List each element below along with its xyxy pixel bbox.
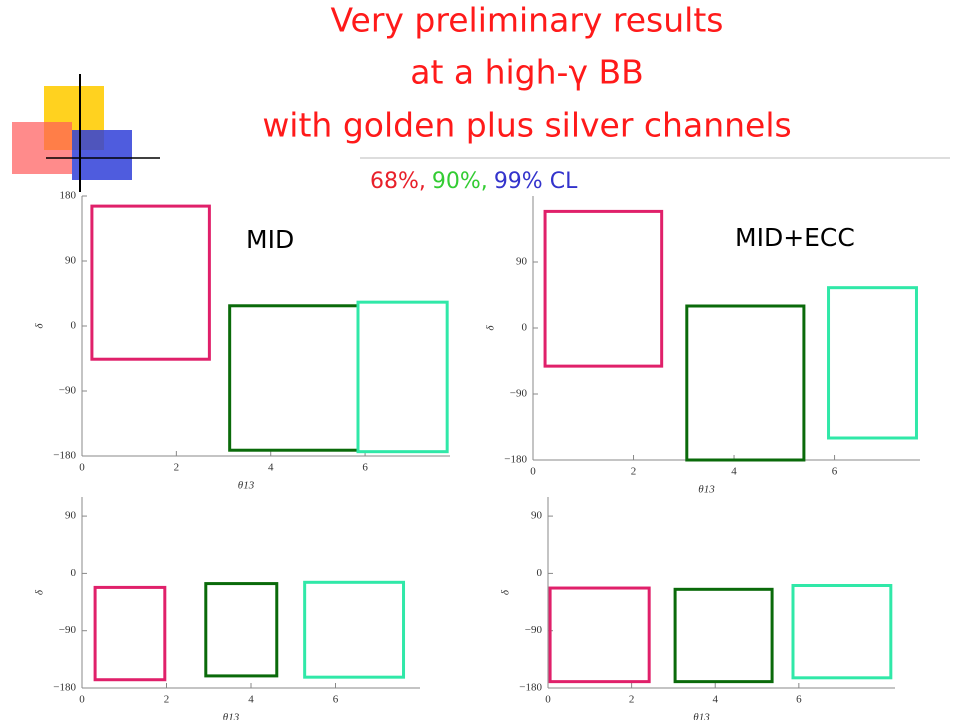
y-tick-label: 0 — [71, 567, 77, 579]
x-axis-label: θ13 — [238, 480, 255, 492]
x-axis-label: θ13 — [698, 484, 715, 496]
x-tick-label: 2 — [164, 694, 170, 706]
y-tick-label: −180 — [504, 454, 527, 466]
y-tick-label: −90 — [59, 385, 77, 397]
x-axis-label: θ13 — [693, 712, 710, 720]
x-tick-label: 0 — [530, 466, 536, 478]
y-tick-label: −180 — [53, 682, 76, 694]
y-tick-label: 90 — [516, 256, 528, 268]
x-tick-label: 4 — [712, 694, 718, 706]
cl-backing — [364, 165, 585, 198]
x-tick-label: 4 — [268, 462, 274, 474]
title-line: with golden plus silver channels — [262, 106, 791, 145]
x-tick-label: 4 — [248, 694, 254, 706]
cl-entry: 68%, — [370, 169, 426, 194]
x-tick-label: 6 — [362, 462, 368, 474]
cl-legend: 68%, 90%, 99% CL — [370, 169, 578, 194]
x-tick-label: 6 — [796, 694, 802, 706]
region-box — [93, 585, 167, 682]
region-box — [548, 586, 651, 684]
title-line: Very preliminary results — [331, 1, 724, 40]
x-tick-label: 4 — [731, 466, 737, 478]
cl-entry: 90%, — [432, 169, 488, 194]
x-tick-label: 0 — [79, 694, 85, 706]
region-box — [90, 204, 211, 361]
x-axis-label: θ13 — [223, 712, 240, 720]
y-tick-label: −90 — [510, 388, 528, 400]
x-tick-label: 6 — [832, 466, 838, 478]
y-tick-label: −90 — [59, 624, 77, 636]
region-box — [791, 583, 893, 680]
region-box — [303, 580, 406, 679]
region-box — [356, 300, 449, 454]
x-tick-label: 0 — [545, 694, 551, 706]
panel-label: MID+ECC — [735, 223, 855, 252]
y-axis-label: δ — [34, 589, 46, 595]
y-tick-label: 0 — [71, 320, 77, 332]
region-box — [228, 304, 360, 452]
y-tick-label: −180 — [53, 450, 76, 462]
y-axis-label: δ — [485, 325, 497, 331]
x-tick-label: 6 — [333, 694, 339, 706]
region-box — [673, 587, 774, 684]
y-axis-label: δ — [500, 589, 512, 595]
cl-entry: 99% CL — [494, 169, 578, 194]
y-tick-label: 90 — [65, 255, 77, 267]
y-axis-label: δ — [34, 323, 46, 329]
deco-red — [12, 122, 72, 174]
x-tick-label: 2 — [174, 462, 180, 474]
y-tick-label: 90 — [65, 510, 77, 522]
panel-label: MID — [246, 225, 294, 254]
x-tick-label: 2 — [631, 466, 637, 478]
region-box — [827, 286, 918, 440]
y-tick-label: −90 — [525, 624, 543, 636]
region-box — [204, 582, 279, 678]
x-tick-label: 2 — [629, 694, 635, 706]
y-tick-label: 90 — [531, 510, 543, 522]
title-line: at a high-γ BB — [410, 53, 644, 92]
y-tick-label: 180 — [60, 190, 77, 202]
deco-blue — [72, 130, 132, 180]
y-tick-label: 0 — [537, 567, 543, 579]
region-box — [543, 209, 664, 368]
y-tick-label: 0 — [522, 322, 528, 334]
y-tick-label: −180 — [519, 682, 542, 694]
x-tick-label: 0 — [79, 462, 85, 474]
region-box — [685, 304, 806, 462]
